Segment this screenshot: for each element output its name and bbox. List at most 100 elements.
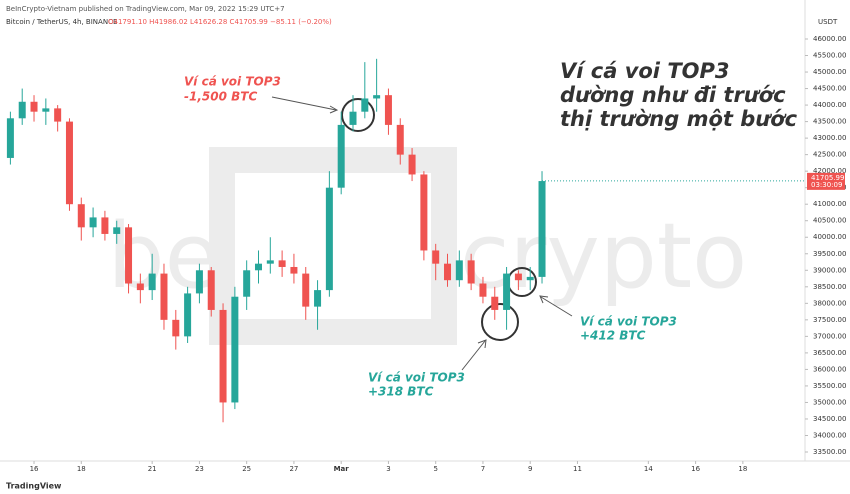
circles [341, 98, 537, 341]
x-tick-label: 9 [528, 465, 532, 473]
candle-body [136, 283, 144, 291]
candle-body [455, 260, 463, 281]
publisher: BeInCrypto-Vietnam published on TradingV… [6, 5, 285, 13]
annotation: +412 BTC [580, 329, 646, 343]
candle [396, 118, 404, 165]
y-tick-label: 36000.00 [813, 365, 846, 373]
candle [337, 111, 345, 195]
x-tick-label: 5 [433, 465, 437, 473]
y-tick-label: 38000.00 [813, 299, 846, 307]
x-tick-label: 25 [242, 465, 251, 473]
candle [65, 118, 73, 211]
candle-body [77, 204, 85, 228]
candle [538, 171, 546, 284]
arrow [271, 96, 337, 111]
y-tick-label: 45500.00 [813, 52, 846, 60]
candle [254, 250, 262, 284]
candle-body [172, 319, 180, 337]
x-tick-label: 11 [573, 465, 582, 473]
y-tick-label: 40500.00 [813, 217, 846, 225]
candle [231, 286, 239, 410]
candle-body [6, 118, 14, 158]
candle-body [373, 95, 381, 99]
watermark-box [209, 147, 457, 345]
y-tick-label: 35000.00 [813, 398, 846, 406]
x-tick-label: 23 [195, 465, 204, 473]
candle-body [219, 309, 227, 403]
candle [384, 88, 392, 135]
y-tick-label: 35500.00 [813, 382, 846, 390]
candle-body [444, 263, 452, 281]
ohlc: O41791.10 H41986.02 L41626.28 C41705.99 … [108, 18, 332, 26]
x-tick-label: 16 [691, 465, 700, 473]
candle-body [325, 187, 333, 291]
candle-body [349, 111, 357, 125]
candle [467, 253, 475, 291]
candle [243, 260, 251, 310]
candle [455, 250, 463, 287]
y-tick-label: 44000.00 [813, 101, 846, 109]
candle [491, 286, 499, 320]
candle [125, 224, 133, 294]
candles [6, 58, 546, 423]
x-tick-label: 7 [481, 465, 485, 473]
candle-body [195, 270, 203, 294]
candle [420, 171, 428, 261]
annotation: Ví cá voi TOP3 [184, 75, 281, 89]
candle [77, 197, 85, 241]
candle-body [160, 273, 168, 320]
candle-body [18, 101, 26, 119]
candle [302, 266, 310, 320]
annotation-title: Ví cá voi TOP3 [560, 59, 730, 83]
candle [373, 58, 381, 112]
candle-body [396, 124, 404, 155]
candle [444, 253, 452, 287]
candle-body [65, 121, 73, 205]
y-tick-label: 43000.00 [813, 134, 846, 142]
candle [219, 303, 227, 423]
arrowhead [539, 295, 549, 304]
x-tick-label: 21 [148, 465, 157, 473]
candle-body [231, 296, 239, 403]
arrowhead [329, 105, 339, 114]
candle [479, 276, 487, 304]
candle-body [113, 227, 121, 234]
candle-body [278, 260, 286, 267]
candle-body [314, 290, 322, 307]
candle [349, 95, 357, 132]
candle [514, 270, 522, 291]
x-tick-label: 3 [386, 465, 390, 473]
candle [207, 266, 215, 317]
x-tick-label: 18 [738, 465, 747, 473]
candle-body [101, 217, 109, 234]
brand: TradingView [6, 482, 62, 491]
y-tick-label: 44500.00 [813, 85, 846, 93]
annotation-title: thị trường một bước [560, 107, 798, 131]
y-tick-label: 37500.00 [813, 316, 846, 324]
y-tick-label: 45000.00 [813, 68, 846, 76]
candle [408, 148, 416, 182]
candle [184, 286, 192, 343]
candle [42, 98, 50, 125]
candle-body [30, 101, 38, 112]
candle-body [408, 154, 416, 175]
last-price-box [807, 172, 845, 190]
y-tick-label: 38500.00 [813, 283, 846, 291]
candle-body [514, 273, 522, 281]
candle [361, 62, 369, 119]
candle-body [384, 95, 392, 125]
candle [89, 207, 97, 238]
y-tick-label: 41000.00 [813, 200, 846, 208]
candle-body [243, 270, 251, 297]
candle-body [125, 227, 133, 284]
highlight-circle [341, 98, 375, 132]
y-tick-label: 33500.00 [813, 448, 846, 456]
y-tick-label: 40000.00 [813, 233, 846, 241]
countdown: 03:30:09 [811, 181, 842, 189]
annotation: -1,500 BTC [184, 90, 257, 104]
arrows [271, 96, 573, 371]
candle [54, 105, 62, 132]
candle-body [290, 266, 298, 274]
candle-body [337, 124, 345, 188]
